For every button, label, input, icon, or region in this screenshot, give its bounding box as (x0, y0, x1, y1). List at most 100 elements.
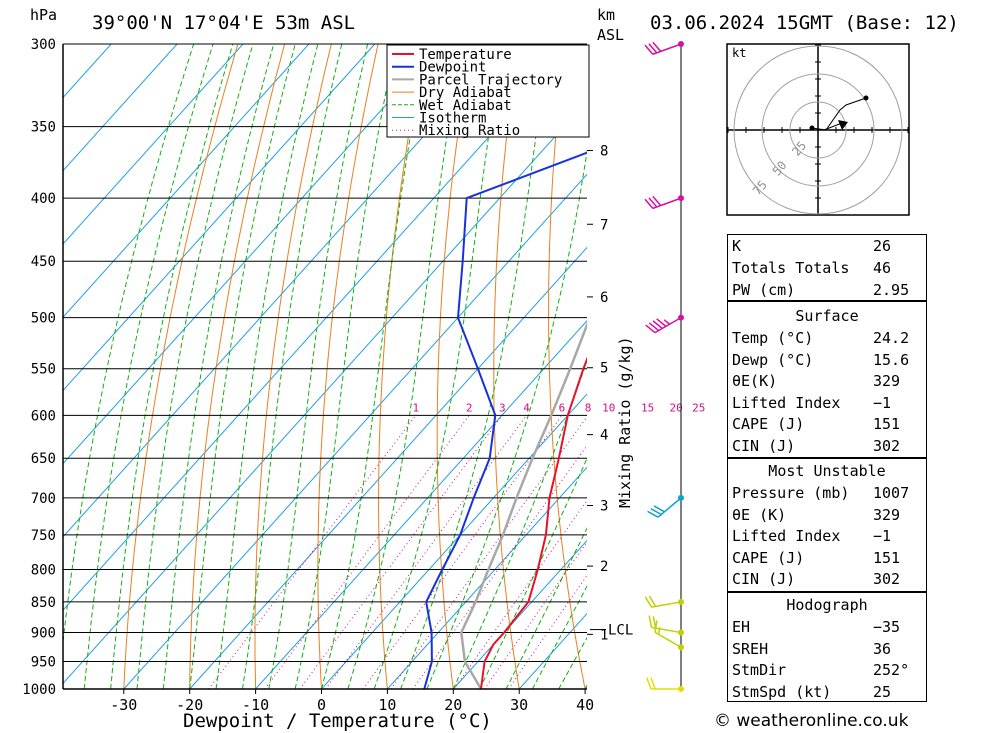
pressure-tick-label: 750 (31, 528, 56, 544)
mixing-ratio-label: 10 (602, 401, 615, 414)
wet-adiabat-line (189, 44, 296, 689)
pressure-tick-label: 950 (31, 655, 56, 671)
legend-label: Dry Adiabat (419, 85, 512, 101)
temperature-line (480, 356, 587, 689)
pressure-tick-label: 500 (31, 311, 56, 327)
mixing-ratio-label: 8 (585, 401, 592, 414)
surface-value: 151 (873, 415, 901, 433)
isotherm-line (321, 393, 587, 689)
hodo-key: EH (732, 618, 751, 636)
pressure-tick-label: 850 (31, 595, 56, 611)
surface-key: Temp (°C) (732, 329, 814, 347)
legend-label: Mixing Ratio (419, 123, 520, 139)
x-tick-label: 0 (317, 696, 326, 714)
index-value: 46 (873, 259, 892, 277)
most-unstable-title: Most Unstable (768, 462, 886, 480)
copyright-link[interactable]: © weatheronline.co.uk (714, 711, 909, 731)
wind-barb-feather (652, 41, 662, 52)
pressure-tick-label: 700 (31, 491, 56, 507)
hodo-key: StmSpd (kt) (732, 682, 832, 701)
index-value: 2.95 (873, 281, 910, 299)
indices-table: K 26 Totals Totals 46 PW (cm) 2.95 (727, 234, 927, 301)
mu-value: 302 (873, 570, 901, 588)
pressure-tick-label: 650 (31, 451, 56, 467)
station-location: 39°00'N 17°04'E 53m ASL (92, 12, 355, 34)
dry-adiabat-line (653, 44, 717, 689)
legend-label: Dewpoint (419, 60, 486, 76)
dry-adiabat-line (123, 44, 239, 689)
x-axis-label: Dewpoint / Temperature (°C) (183, 710, 492, 732)
hodo-key: SREH (732, 639, 769, 658)
surface-value: 24.2 (873, 329, 910, 347)
hodo-value: 36 (873, 639, 892, 658)
chart-datetime: 03.06.2024 15GMT (Base: 12) (650, 12, 959, 34)
index-key: K (732, 237, 742, 255)
wind-barb-feather (654, 620, 658, 633)
surface-value: 302 (873, 436, 901, 455)
dry-adiabat-line (378, 44, 426, 689)
isotherm-line (63, 44, 442, 465)
legend-box (386, 44, 590, 138)
legend-label: Wet Adiabat (419, 98, 512, 114)
x-tick-label: 10 (378, 696, 396, 714)
wind-barb-feather (652, 616, 657, 629)
surface-key: Dewp (°C) (732, 350, 814, 369)
x-tick-label: 40 (576, 696, 594, 714)
x-tick-label: -30 (110, 696, 137, 714)
mu-key: θE (K) (732, 505, 787, 524)
mixing-ratio-label: 15 (641, 401, 654, 414)
index-key: PW (cm) (732, 281, 796, 299)
legend-label: Parcel Trajectory (419, 72, 562, 88)
pressure-tick-label: 600 (31, 408, 56, 424)
wind-barb-feather (648, 43, 658, 54)
mu-key: CAPE (J) (732, 548, 805, 567)
isotherm-line (63, 44, 573, 611)
hodo-key: StmDir (732, 661, 787, 679)
surface-title: Surface (795, 307, 859, 325)
wet-adiabat-line (531, 585, 587, 689)
dry-adiabat-line (985, 44, 1000, 689)
hodo-value: −35 (873, 618, 901, 636)
dry-adiabat-line (548, 44, 586, 689)
index-row-totals: Totals Totals 46 (728, 258, 926, 279)
index-row-pw: PW (cm) 2.95 (728, 280, 926, 301)
wind-barb-shaft (652, 43, 682, 55)
wet-adiabat-line (136, 44, 254, 689)
pressure-tick-label: 300 (31, 37, 56, 53)
legend-label: Isotherm (419, 111, 486, 127)
mixing-ratio-line (508, 574, 587, 689)
km-tick-label: 1 (600, 627, 608, 643)
pressure-tick-label: 800 (31, 562, 56, 578)
mixing-ratio-line (362, 415, 563, 689)
km-tick-label: 8 (600, 144, 608, 160)
mixing-ratio-line (208, 414, 417, 689)
mixing-ratio-label: 6 (559, 401, 566, 414)
pressure-tick-label: 450 (31, 254, 56, 270)
wind-barb-feather (652, 320, 663, 330)
mixing-ratio-axis-label: Mixing Ratio (g/kg) (616, 336, 634, 508)
dry-adiabat-line (939, 44, 1000, 689)
index-key: Totals Totals (732, 259, 850, 277)
surface-value: 15.6 (873, 350, 910, 369)
most-unstable-table: Most Unstable Pressure (mb) 1007 θE (K) 32… (727, 458, 927, 592)
isotherm-line (63, 44, 178, 172)
mu-value: 1007 (873, 484, 910, 502)
km-unit: km (597, 6, 615, 24)
surface-key: CIN (J) (732, 436, 796, 455)
wind-barb-feather (656, 318, 667, 327)
mu-key: Lifted Index (732, 527, 841, 545)
pressure-unit: hPa (30, 6, 57, 24)
dewpoint-line (423, 151, 587, 689)
wet-adiabat-line (426, 148, 587, 689)
surface-value: −1 (873, 393, 892, 412)
wind-barb-feather (663, 319, 671, 325)
isotherm-line (63, 44, 310, 318)
wind-barb-feather (644, 596, 653, 608)
isotherm-line (255, 320, 587, 689)
hodograph-params-title: Hodograph (786, 596, 868, 614)
km-tick-label: 4 (600, 428, 608, 444)
pressure-tick-label: 550 (31, 362, 56, 378)
wind-barb-feather (653, 505, 665, 513)
wind-barb-feather (645, 324, 656, 334)
